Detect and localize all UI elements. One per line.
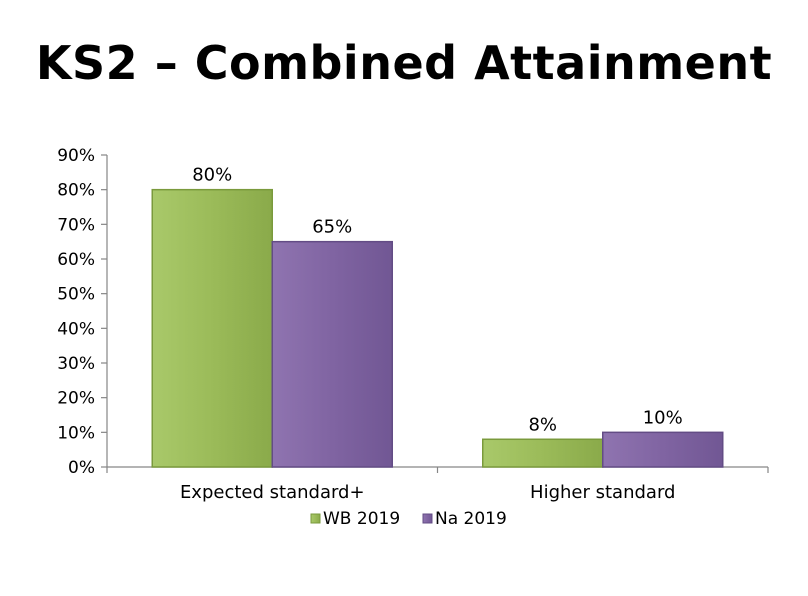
data-label-na-2019-higher-standard: 10% bbox=[643, 407, 683, 428]
y-tick-label: 70% bbox=[57, 215, 95, 235]
x-category-label: Expected standard+ bbox=[180, 482, 365, 503]
x-category-label: Higher standard bbox=[530, 482, 675, 503]
y-tick-label: 90% bbox=[57, 146, 95, 166]
y-tick-label: 30% bbox=[57, 354, 95, 374]
legend-label-wb-2019: WB 2019 bbox=[323, 509, 400, 529]
y-tick-label: 0% bbox=[68, 458, 95, 478]
data-labels: 80% 65% 8% 10% bbox=[192, 165, 683, 436]
bar-na-2019-expected-standard bbox=[271, 240, 393, 468]
data-label-wb-2019-higher-standard: 8% bbox=[528, 414, 557, 435]
bar-na-2019-higher-standard bbox=[602, 431, 724, 468]
axes: 0% 10% 20% 30% 40% 50% 60% 70% 80% 90% Expected st… bbox=[57, 146, 769, 503]
data-label-wb-2019-expected-standard: 80% bbox=[192, 165, 232, 186]
y-tick-label: 40% bbox=[57, 319, 95, 339]
y-tick-label: 10% bbox=[57, 423, 95, 443]
bars bbox=[151, 188, 724, 468]
legend-swatch-wb-2019 bbox=[310, 513, 321, 524]
bar-wb-2019-higher-standard bbox=[482, 438, 604, 468]
page-title: KS2 – Combined Attainment bbox=[35, 36, 773, 90]
bar-wb-2019-expected-standard bbox=[151, 188, 273, 468]
y-tick-label: 80% bbox=[57, 181, 95, 201]
y-tick-label: 20% bbox=[57, 389, 95, 409]
y-tick-label: 60% bbox=[57, 250, 95, 270]
legend: WB 2019 Na 2019 bbox=[310, 509, 507, 529]
legend-label-na-2019: Na 2019 bbox=[435, 509, 507, 529]
data-label-na-2019-expected-standard: 65% bbox=[312, 217, 352, 238]
y-tick-label: 50% bbox=[57, 285, 95, 305]
legend-swatch-na-2019 bbox=[422, 513, 433, 524]
